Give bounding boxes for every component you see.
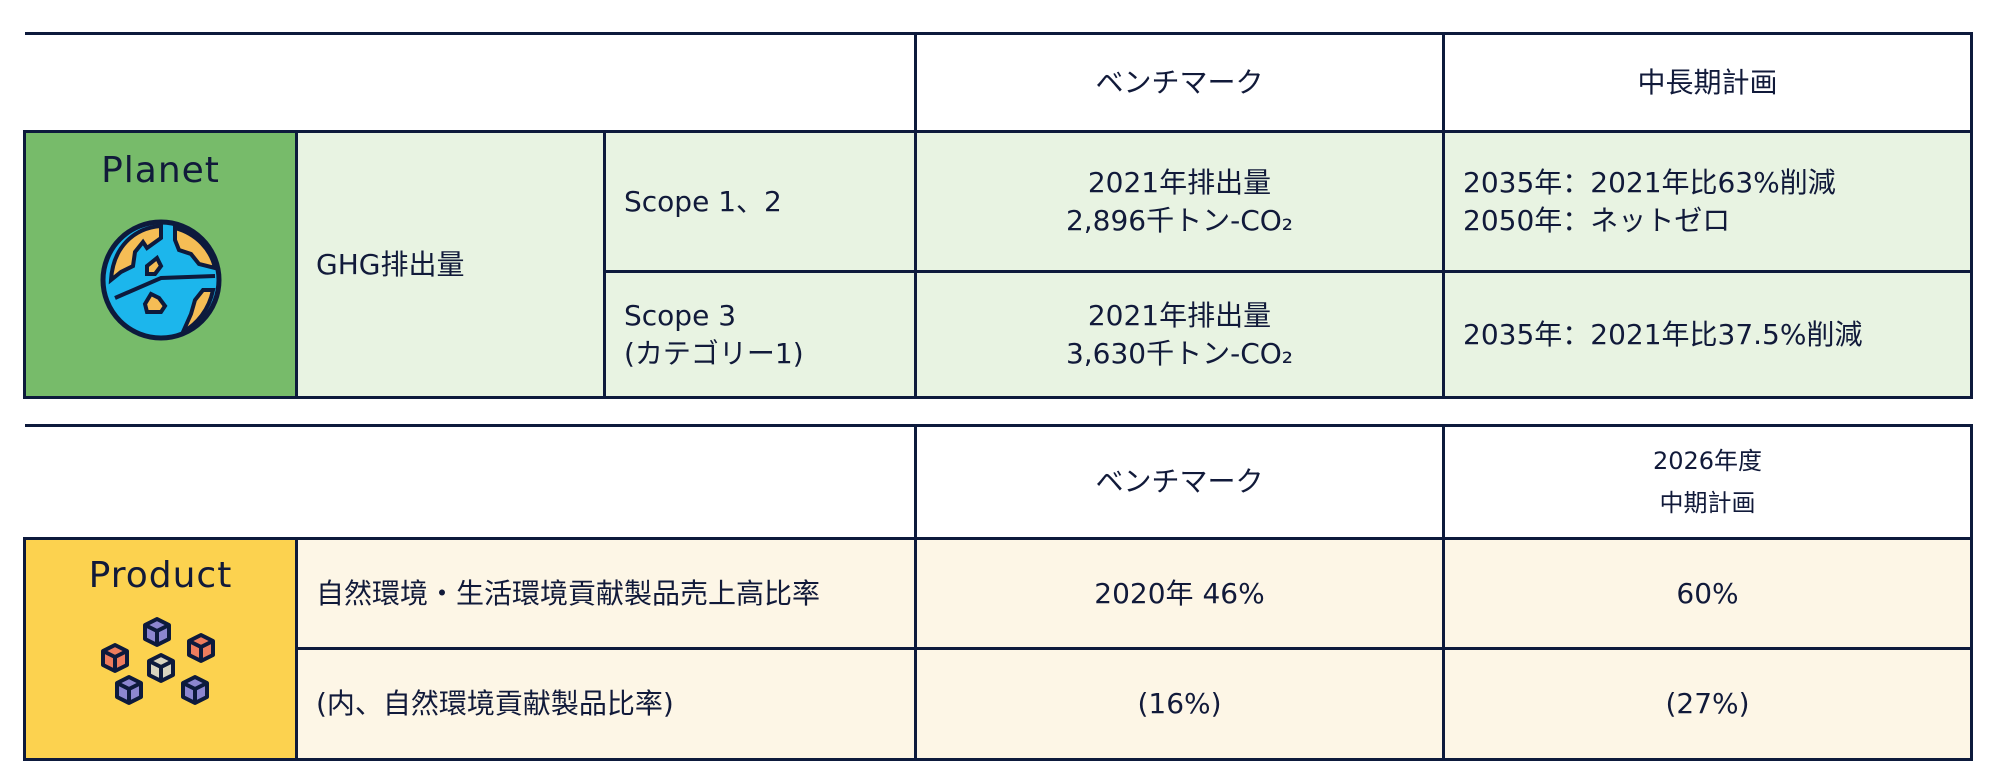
benchmark-sales-ratio: 2020年 46% bbox=[914, 537, 1445, 650]
plan-label: 中期計画 bbox=[1659, 489, 1756, 517]
benchmark-value: 3,630千トン-CO₂ bbox=[1065, 336, 1294, 370]
plan-natural-ratio: (27%) bbox=[1442, 647, 1973, 761]
cubes-icon bbox=[100, 616, 215, 705]
benchmark-scope-1-2: 2021年排出量 2,896千トン-CO₂ bbox=[914, 130, 1445, 273]
benchmark-line: 2021年排出量 bbox=[1087, 165, 1272, 199]
benchmark-line: 2021年排出量 bbox=[1087, 298, 1272, 332]
category-cell-planet: Planet bbox=[23, 130, 298, 399]
benchmark-value: 2,896千トン-CO₂ bbox=[1065, 203, 1294, 237]
plan-scope-3: 2035年：2021年比37.5%削減 bbox=[1442, 270, 1973, 399]
header-plan: 2026年度 中期計画 bbox=[1442, 424, 1973, 540]
planet-table: ベンチマーク 中長期計画 Planet GHG排出量 Scope 1、2 202… bbox=[23, 32, 1973, 399]
category-label: Product bbox=[88, 555, 233, 596]
benchmark-scope-3: 2021年排出量 3,630千トン-CO₂ bbox=[914, 270, 1445, 399]
metric-sales-ratio: 自然環境・生活環境貢献製品売上高比率 bbox=[295, 537, 917, 650]
header-blank bbox=[24, 32, 917, 133]
category-cell-product: Product bbox=[23, 537, 298, 761]
header-row: ベンチマーク 2026年度 中期計画 bbox=[24, 424, 1973, 540]
metric-natural-ratio: (内、自然環境貢献製品比率) bbox=[295, 647, 917, 761]
plan-sales-ratio: 60% bbox=[1442, 537, 1973, 650]
table-row: Planet GHG排出量 Scope 1、2 2021年排出量 2,896千ト… bbox=[23, 130, 1973, 399]
plan-scope-1-2: 2035年：2021年比63%削減 2050年：ネットゼロ bbox=[1442, 130, 1973, 273]
header-benchmark: ベンチマーク bbox=[914, 424, 1445, 540]
category-label: Planet bbox=[101, 150, 220, 191]
header-benchmark: ベンチマーク bbox=[914, 32, 1445, 133]
table-row: (内、自然環境貢献製品比率) (16%) (27%) bbox=[25, 647, 1973, 761]
globe-icon bbox=[100, 219, 221, 341]
header-blank bbox=[24, 424, 917, 540]
plan-line: 2050年：ネットゼロ bbox=[1463, 203, 1731, 237]
benchmark-natural-ratio: (16%) bbox=[914, 647, 1445, 761]
product-table: ベンチマーク 2026年度 中期計画 Product 自然環境・生活環境貢献製品… bbox=[23, 424, 1973, 761]
scope-3: Scope 3 (カテゴリー1) bbox=[603, 270, 917, 399]
plan-year: 2026年度 bbox=[1652, 446, 1763, 475]
table-row: Scope 3 (カテゴリー1) 2021年排出量 3,630千トン-CO₂ 2… bbox=[25, 270, 1973, 399]
header-plan: 中長期計画 bbox=[1442, 32, 1973, 133]
scope-sublabel: (カテゴリー1) bbox=[624, 336, 804, 370]
scope-label: Scope 3 bbox=[624, 298, 737, 332]
scope-1-2: Scope 1、2 bbox=[603, 130, 917, 273]
header-row: ベンチマーク 中長期計画 bbox=[24, 32, 1973, 133]
metric-ghg: GHG排出量 bbox=[295, 130, 606, 399]
plan-line: 2035年：2021年比63%削減 bbox=[1463, 165, 1836, 199]
table-row: Product 自然環境・生活環境貢献製品売上高比率 2020年 46% 60% bbox=[23, 537, 1973, 761]
